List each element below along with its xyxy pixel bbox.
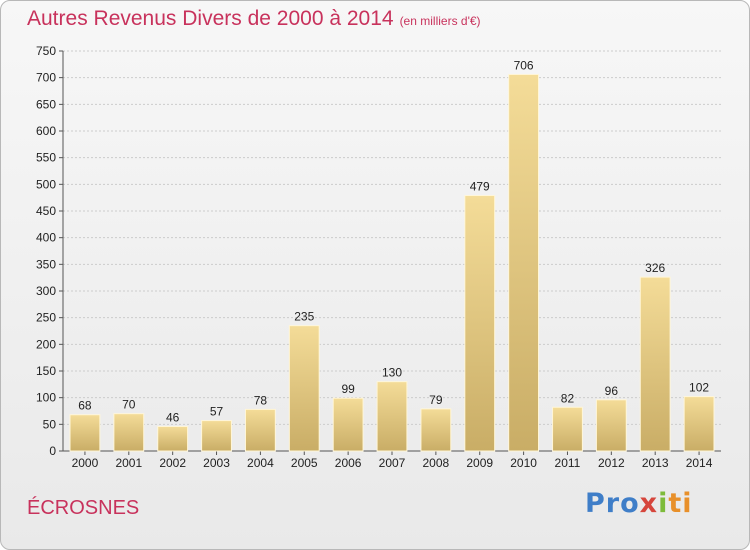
x-tick-label: 2012 [598,456,625,470]
x-tick-label: 2010 [510,456,537,470]
x-tick-label: 2005 [291,456,318,470]
x-tick-label: 2013 [642,456,669,470]
x-tick-label: 2014 [686,456,713,470]
x-tick-label: 2000 [72,456,99,470]
bar [288,325,320,452]
bar-value-label: 82 [561,391,575,405]
x-tick-label: 2007 [379,456,406,470]
y-tick-label: 350 [36,257,56,271]
bar-value-label: 79 [429,393,443,407]
y-tick-label: 250 [36,311,56,325]
bar [201,420,232,452]
bar-value-label: 326 [645,261,665,275]
y-tick-label: 50 [43,417,57,431]
grid-lines [63,50,721,425]
y-tick-label: 0 [49,444,56,458]
logo-part-3: i [658,488,669,519]
y-tick-label: 650 [36,97,56,111]
bar-value-label: 130 [382,366,402,380]
y-tick-label: 450 [36,204,56,218]
logo-part-1: Pro [585,488,640,519]
bar [683,396,715,452]
x-tick-label: 2004 [247,456,274,470]
bar [157,425,189,452]
bar [464,195,496,452]
bars [69,73,715,452]
y-tick-label: 700 [36,71,56,85]
bar-value-label: 235 [294,310,314,324]
bar [376,381,408,452]
bar-value-label: 102 [689,381,709,395]
chart-title: Autres Revenus Divers de 2000 à 2014 (en … [27,7,481,31]
bar-value-label: 479 [470,180,490,194]
bar [420,408,452,452]
chart-subtitle: (en milliers d'€) [399,14,481,28]
bar [69,414,101,452]
y-tick-label: 750 [36,44,56,58]
x-tick-label: 2009 [466,456,493,470]
bar-value-label: 706 [514,58,534,72]
y-tick-label: 300 [36,284,56,298]
bar [332,397,364,452]
bar-value-label: 99 [341,382,355,396]
x-tick-label: 2001 [115,456,142,470]
bar-value-label: 57 [210,405,224,419]
logo-part-4: ti [668,488,693,519]
y-tick-label: 400 [36,231,56,245]
bar [595,399,627,452]
place-name: ÉCROSNES [27,497,140,519]
bar-value-label: 68 [78,399,92,413]
bar-value-label: 46 [166,410,180,424]
logo-part-2: x [639,488,659,519]
x-tick-label: 2011 [555,456,581,470]
bar [552,406,583,452]
labels: 0 50 100 150 200 250 300 350 400 450 500 550 600 650 7… [36,44,713,470]
x-tick-label: 2006 [335,456,362,470]
bar-value-label: 96 [605,384,619,398]
x-tick-label: 2008 [423,456,450,470]
y-tick-label: 500 [36,177,56,191]
x-tick-label: 2002 [159,456,186,470]
bar [244,408,276,452]
y-tick-label: 150 [36,364,56,378]
chart-title-text: Autres Revenus Divers de 2000 à 2014 [27,7,394,30]
bar [508,73,540,452]
y-tick-label: 600 [36,124,56,138]
y-tick-label: 550 [36,151,56,165]
bar [639,276,671,452]
bar-value-label: 78 [254,393,268,407]
bar-value-label: 70 [122,398,136,412]
y-tick-label: 200 [36,337,56,351]
x-tick-label: 2003 [203,456,230,470]
bar [113,413,145,452]
proxiti-logo: Proxiti [585,488,693,519]
y-tick-label: 100 [36,391,56,405]
